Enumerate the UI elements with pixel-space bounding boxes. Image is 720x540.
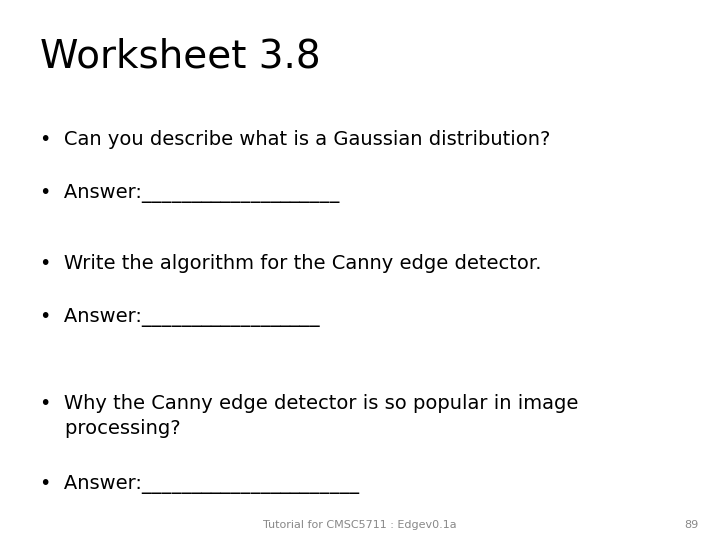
Text: Tutorial for CMSC5711 : Edgev0.1a: Tutorial for CMSC5711 : Edgev0.1a — [264, 520, 456, 530]
Text: •  Can you describe what is a Gaussian distribution?: • Can you describe what is a Gaussian di… — [40, 130, 550, 148]
Text: •  Answer:__________________: • Answer:__________________ — [40, 308, 319, 327]
Text: Worksheet 3.8: Worksheet 3.8 — [40, 38, 320, 76]
Text: 89: 89 — [684, 520, 698, 530]
Text: •  Answer:______________________: • Answer:______________________ — [40, 475, 359, 494]
Text: •  Why the Canny edge detector is so popular in image
    processing?: • Why the Canny edge detector is so popu… — [40, 394, 578, 438]
Text: •  Write the algorithm for the Canny edge detector.: • Write the algorithm for the Canny edge… — [40, 254, 541, 273]
Text: •  Answer:____________________: • Answer:____________________ — [40, 184, 339, 202]
